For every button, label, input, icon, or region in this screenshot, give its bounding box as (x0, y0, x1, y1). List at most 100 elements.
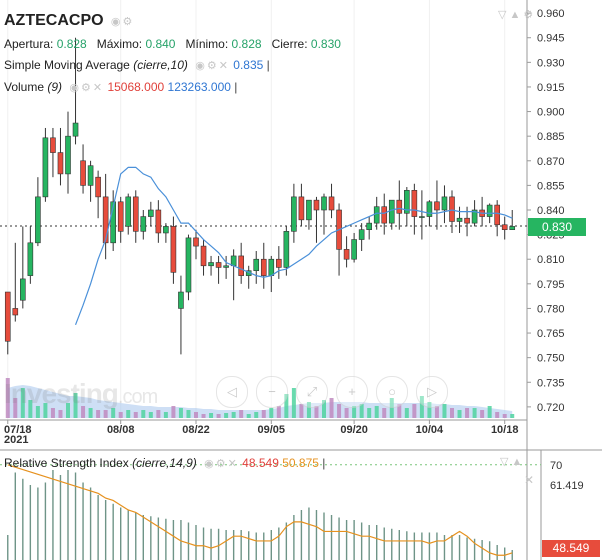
candle-body (178, 291, 184, 309)
watermark-brand: Investing (4, 378, 119, 409)
chart-navigation: ◁ − ⤢ + ○ ▷ (216, 376, 448, 408)
zoom-out-icon[interactable]: − (256, 376, 288, 408)
settings-icon[interactable]: ⚙ (122, 16, 135, 28)
volume-controls[interactable]: ◉⚙✕ (69, 82, 104, 94)
rsi-value-1: 48.549 (242, 456, 279, 470)
volume-bar (389, 398, 394, 418)
x-tick-label: 10/18 (491, 424, 519, 436)
settings-icon[interactable]: ⚙ (523, 9, 537, 21)
candle-body (351, 239, 357, 260)
volume-bar (254, 412, 259, 418)
candle-body (388, 199, 395, 224)
candle-body (471, 209, 478, 224)
sma-params: (cierre,10) (133, 58, 188, 72)
volume-bar (352, 406, 357, 418)
zoom-reset-icon[interactable]: ⤢ (296, 376, 328, 408)
candle-body (200, 245, 207, 267)
candle-body (494, 204, 500, 226)
sma-controls[interactable]: ◉⚙✕ (195, 60, 230, 72)
eye-icon[interactable]: ◉ (204, 458, 216, 470)
volume-bar (209, 413, 214, 418)
candle-body (223, 265, 229, 268)
volume-bar (472, 408, 477, 418)
candle-body (72, 122, 79, 137)
zoom-icon[interactable]: ○ (376, 376, 408, 408)
candle-body (343, 249, 350, 260)
candle-body (411, 190, 418, 217)
rsi-corner-icons: ▽▲ (500, 455, 525, 468)
lock-icon[interactable]: ▲ (509, 9, 524, 21)
candle-body (4, 291, 11, 342)
volume-params: (9) (47, 80, 63, 94)
volume-bar (404, 408, 409, 418)
volume-bar (50, 408, 55, 418)
candle-body (456, 217, 463, 222)
candle-body (65, 135, 71, 175)
candle-body (419, 216, 425, 218)
candle-body (50, 137, 56, 153)
zoom-in-icon[interactable]: + (336, 376, 368, 408)
eye-icon[interactable]: ◉ (195, 60, 207, 72)
arrow-left-icon[interactable]: ◁ (216, 376, 248, 408)
y-tick-label: 0.885 (537, 131, 565, 143)
candle-body (306, 199, 312, 221)
volume-bar (141, 410, 146, 418)
candle-body (328, 196, 335, 211)
rsi-params: (cierre,14,9) (132, 456, 197, 470)
candle-body (20, 278, 26, 301)
candle-body (486, 204, 493, 217)
settings-icon[interactable]: ⚙ (206, 60, 219, 72)
lock-icon[interactable]: ▲ (511, 456, 526, 468)
close-icon[interactable]: ✕ (92, 82, 105, 94)
settings-icon[interactable]: ⚙ (215, 458, 228, 470)
candle-body (140, 216, 147, 232)
watermark-suffix: .com (117, 386, 158, 408)
settings-icon[interactable]: ⚙ (81, 82, 93, 94)
y-tick-label: 0.915 (537, 82, 565, 94)
volume-bar (111, 408, 116, 418)
volume-bar (103, 410, 108, 418)
volume-bar (337, 404, 342, 418)
candle-body (291, 196, 297, 232)
y-tick-label: 0.870 (537, 156, 565, 168)
y-tick-label: 0.855 (537, 180, 565, 192)
watermark: Investing.com (4, 378, 158, 410)
rsi-tick-label: 70 (550, 460, 562, 472)
volume-bar (194, 412, 198, 418)
eye-icon[interactable]: ◉ (110, 16, 123, 28)
candle-body (298, 196, 305, 221)
rsi-line (7, 464, 513, 556)
low-value: 0.828 (231, 37, 262, 51)
high-value: 0.840 (145, 37, 176, 51)
arrow-right-icon[interactable]: ▷ (416, 376, 448, 408)
candle-body (358, 229, 365, 240)
y-tick-label: 0.840 (537, 205, 565, 217)
rsi-close-icon[interactable]: ✕ (524, 473, 535, 487)
candle-body (283, 231, 290, 268)
candle-body (321, 196, 327, 211)
close-icon[interactable]: ✕ (227, 458, 239, 470)
volume-bar (465, 408, 470, 418)
volume-bar (66, 403, 70, 418)
volume-bar (261, 410, 266, 418)
y-tick-label: 0.945 (537, 33, 565, 45)
low-label: Mínimo: (185, 37, 229, 51)
volume-bar (216, 414, 221, 418)
volume-bar (35, 406, 40, 418)
volume-bar (126, 410, 131, 418)
y-tick-label: 0.930 (537, 57, 565, 69)
candle-body (268, 258, 275, 276)
triangle-icon[interactable]: ▽ (498, 9, 510, 21)
eye-icon[interactable]: ◉ (69, 82, 81, 94)
symbol-controls[interactable]: ◉⚙ (111, 16, 134, 28)
rsi-controls[interactable]: ◉⚙✕ (204, 458, 239, 470)
candle-body (449, 196, 455, 222)
candle-body (253, 258, 260, 272)
close-icon[interactable]: ✕ (218, 60, 230, 72)
volume-bar (359, 404, 364, 418)
volume-bar (442, 404, 447, 418)
volume-bar (81, 406, 86, 418)
triangle-icon[interactable]: ▽ (500, 456, 512, 468)
volume-bar (246, 414, 251, 418)
